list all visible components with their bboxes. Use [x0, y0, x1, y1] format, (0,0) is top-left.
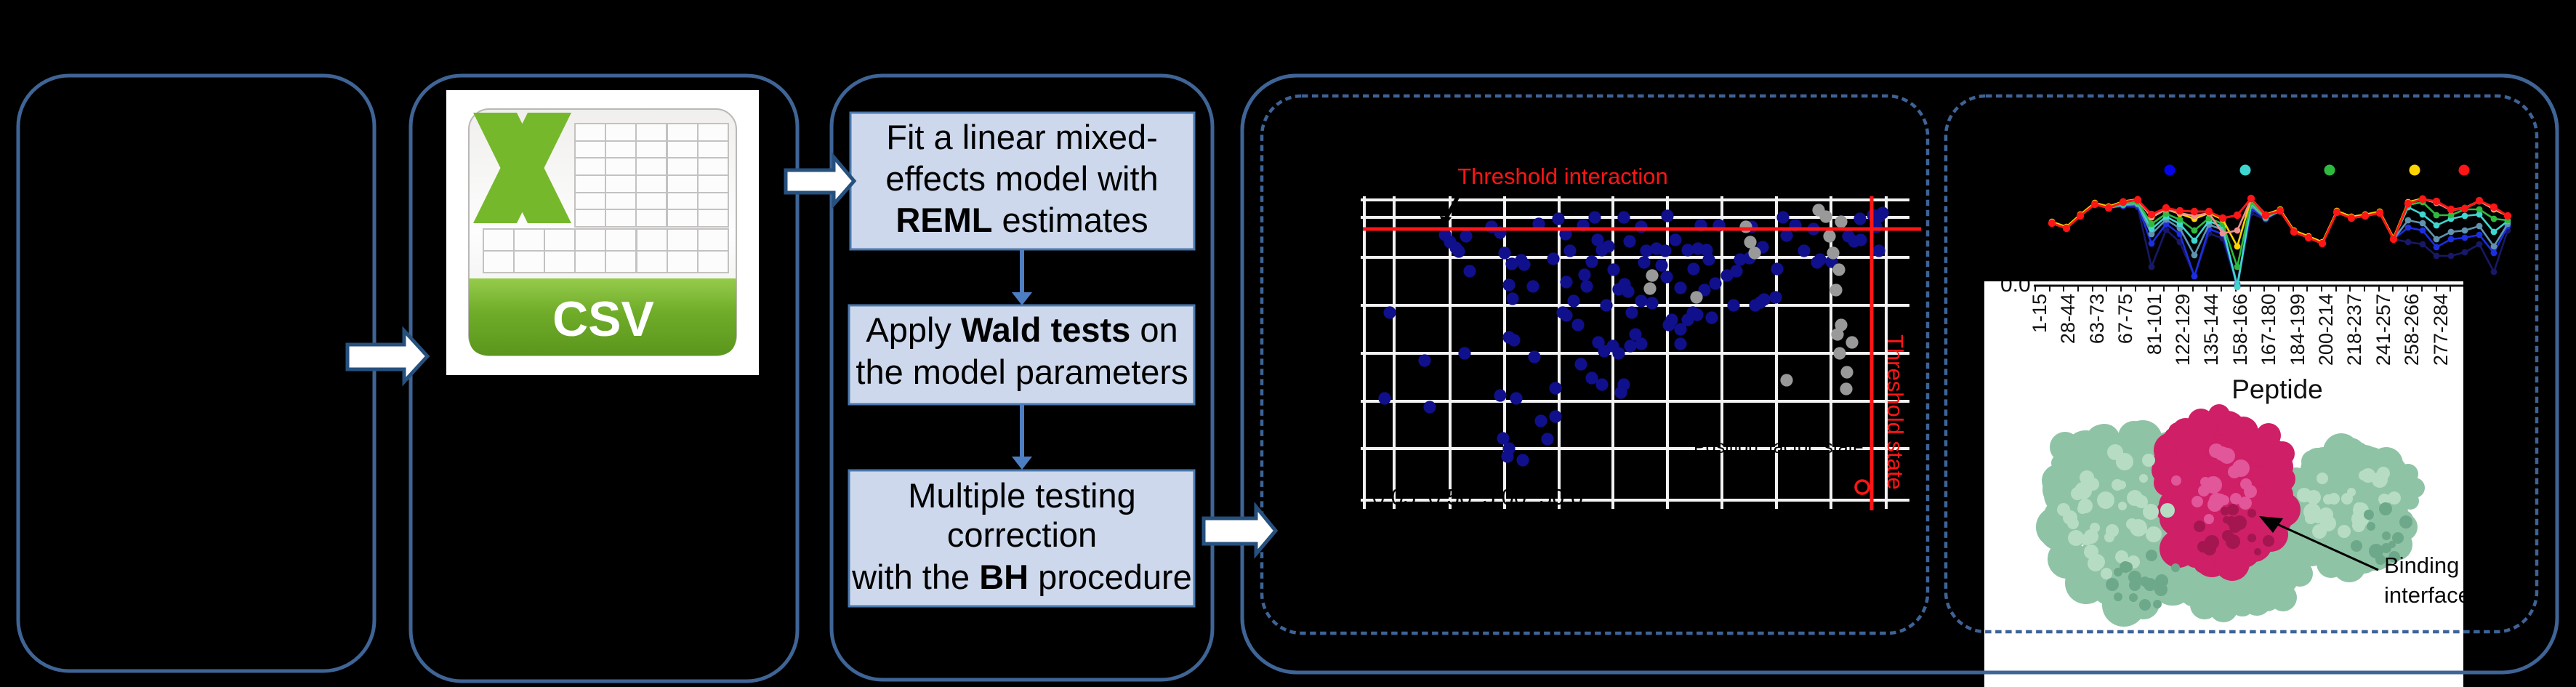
svg-text:the model parameters: the model parameters [856, 353, 1188, 391]
svg-text:effects model with: effects model with [885, 159, 1158, 198]
svg-text:interface: interface [2384, 582, 2471, 608]
svg-text:50.0: 50.0 [1539, 484, 1583, 510]
svg-text:200-214: 200-214 [2315, 294, 2337, 366]
svg-text:Threshold interaction: Threshold interaction [1457, 164, 1668, 189]
svg-text:277-284: 277-284 [2430, 294, 2452, 366]
svg-text:63-73: 63-73 [2086, 294, 2108, 344]
svg-text:Binding: Binding [2384, 553, 2459, 578]
svg-text:REML estimates: REML estimates [895, 201, 1148, 239]
svg-text:158-166: 158-166 [2229, 294, 2251, 366]
svg-text:81-101: 81-101 [2144, 294, 2165, 355]
svg-text:Peptide: Peptide [2231, 374, 2323, 404]
svg-text:218-237: 218-237 [2343, 294, 2365, 366]
svg-text:with the BH procedure: with the BH procedure [851, 558, 1192, 596]
svg-text:241-257: 241-257 [2372, 294, 2394, 366]
svg-text:184-199: 184-199 [2287, 294, 2309, 366]
svg-text:258-266: 258-266 [2401, 294, 2423, 366]
svg-text:1-15: 1-15 [2029, 294, 2050, 333]
svg-text:Fit a linear mixed-: Fit a linear mixed- [886, 118, 1158, 156]
svg-text:0.05: 0.05 [1372, 484, 1416, 510]
svg-text:5.00: 5.00 [1483, 484, 1526, 510]
svg-text:CSV: CSV [552, 292, 654, 347]
svg-text:Multiple testing: Multiple testing [908, 476, 1136, 515]
svg-text:122-129: 122-129 [2172, 294, 2194, 366]
svg-text:Threshold state: Threshold state [1883, 334, 1908, 490]
svg-text:67-75: 67-75 [2114, 294, 2136, 344]
svg-text:correction: correction [947, 515, 1097, 554]
svg-text:135-144: 135-144 [2200, 294, 2222, 366]
svg-text:0.50: 0.50 [1428, 484, 1472, 510]
svg-text:167-180: 167-180 [2258, 294, 2279, 366]
svg-text:Position_factor_state: Position_factor_state [1694, 437, 1863, 457]
svg-text:Apply Wald tests on: Apply Wald tests on [866, 310, 1178, 349]
svg-text:0.0: 0.0 [2000, 273, 2031, 297]
svg-text:28-44: 28-44 [2057, 294, 2079, 344]
